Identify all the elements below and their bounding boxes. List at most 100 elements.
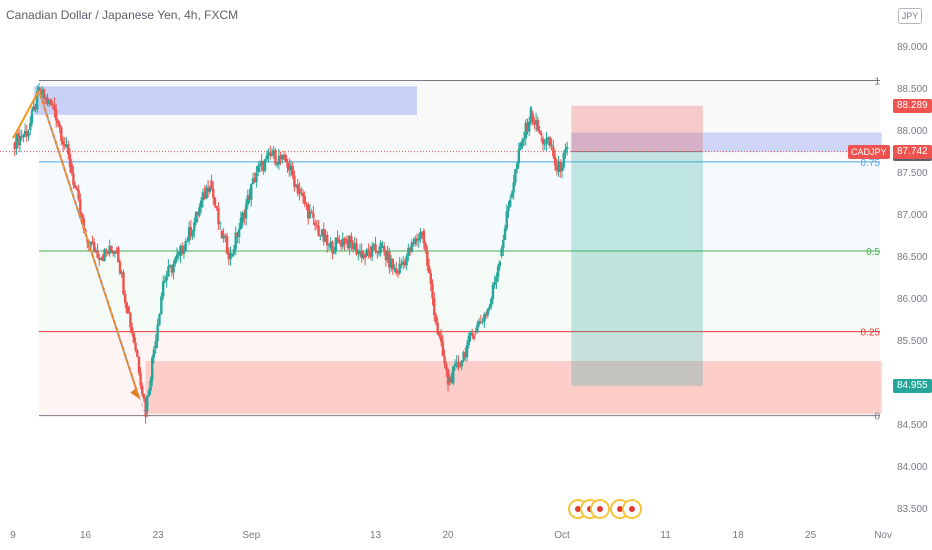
candle-body (270, 155, 274, 157)
y-tick-label: 83.500 (897, 504, 928, 515)
candle-body (426, 251, 429, 266)
candle-body (395, 268, 398, 273)
take-profit-zone (571, 151, 703, 386)
symbol-tag: CADJPY (848, 144, 890, 159)
candle-body (300, 192, 303, 194)
candle-body (198, 207, 201, 216)
y-tick-label: 87.500 (897, 168, 928, 179)
candle-body (339, 242, 343, 247)
candle-body (255, 172, 258, 183)
candle-body (274, 150, 277, 165)
x-tick-label: 13 (370, 530, 382, 541)
candle-body (510, 192, 514, 198)
candle-body (239, 217, 243, 230)
candle-body (541, 138, 545, 144)
candle-body (517, 149, 521, 164)
candle-body (251, 178, 255, 185)
fib-band (38, 161, 880, 251)
candle-body (187, 227, 191, 241)
candle-body (260, 160, 263, 165)
candle-body (379, 242, 382, 253)
candle-body (422, 230, 426, 244)
candle-body (137, 356, 141, 373)
candle-body (469, 332, 472, 336)
candle-body (458, 365, 462, 367)
candle-body (524, 122, 527, 139)
candle-body (490, 298, 493, 307)
candle-body (168, 265, 172, 267)
fib-label: 0 (874, 412, 880, 423)
candle-body (99, 258, 103, 260)
candle-body (288, 163, 291, 171)
candle-body (410, 242, 414, 252)
candle-body (229, 252, 232, 260)
candle-body (401, 261, 405, 265)
candle-body (465, 345, 469, 358)
candle-body (450, 376, 453, 384)
candle-body (370, 246, 374, 257)
trend-arrow (12, 90, 40, 139)
candle-body (248, 195, 251, 200)
candle-body (37, 87, 41, 92)
candle-body (498, 261, 502, 267)
candle-body (172, 263, 175, 273)
candle-body (431, 283, 434, 299)
chart-title: Canadian Dollar / Japanese Yen, 4h, FXCM (6, 8, 239, 22)
candle-body (161, 281, 165, 297)
candle-body (275, 164, 279, 166)
candle-body (562, 152, 565, 168)
candle-body (30, 110, 34, 124)
candle-body (388, 251, 391, 268)
candle-body (439, 336, 443, 342)
candle-body (344, 239, 348, 241)
currency-badge[interactable]: JPY (898, 8, 922, 24)
candle-body (291, 165, 294, 176)
candle-body (350, 236, 353, 243)
candle-body (60, 127, 63, 141)
candle-body (184, 241, 187, 252)
candle-body (236, 232, 239, 238)
candle-body (144, 399, 147, 417)
candle-body (72, 173, 75, 185)
candle-body (448, 376, 451, 382)
candle-body (175, 254, 179, 259)
candle-body (267, 152, 270, 156)
candle-body (32, 106, 35, 111)
candle-body (464, 352, 467, 358)
x-tick-label: Sep (242, 530, 260, 541)
candle-body (519, 143, 522, 150)
candle-body (496, 266, 500, 277)
candle-body (110, 245, 113, 251)
candle-body (294, 184, 298, 187)
candle-body (301, 192, 305, 197)
candle-body (467, 335, 470, 346)
candle-body (25, 130, 29, 137)
candle-body (42, 89, 46, 99)
candle-body (355, 243, 358, 255)
candle-body (443, 356, 446, 364)
candle-body (474, 331, 477, 333)
candle-body (326, 234, 329, 246)
candle-body (486, 309, 489, 316)
candle-body (391, 258, 395, 270)
candle-body (338, 239, 341, 243)
candle-body (205, 187, 208, 199)
candle-body (483, 314, 486, 322)
candle-body (22, 134, 25, 138)
candle-body (317, 225, 320, 236)
candle-body (80, 214, 84, 219)
candle-body (298, 188, 301, 194)
candle-body (336, 237, 339, 240)
candle-body (106, 252, 110, 254)
fib-label: 0.25 (861, 328, 881, 339)
candle-body (381, 245, 384, 248)
candle-body (476, 324, 479, 333)
candle-body (526, 122, 529, 132)
candle-body (377, 252, 381, 254)
fib-band (38, 250, 880, 332)
candle-body (546, 137, 550, 140)
x-tick-label: 25 (805, 530, 817, 541)
candle-body (403, 261, 407, 266)
fib-anchor-line (38, 90, 147, 416)
